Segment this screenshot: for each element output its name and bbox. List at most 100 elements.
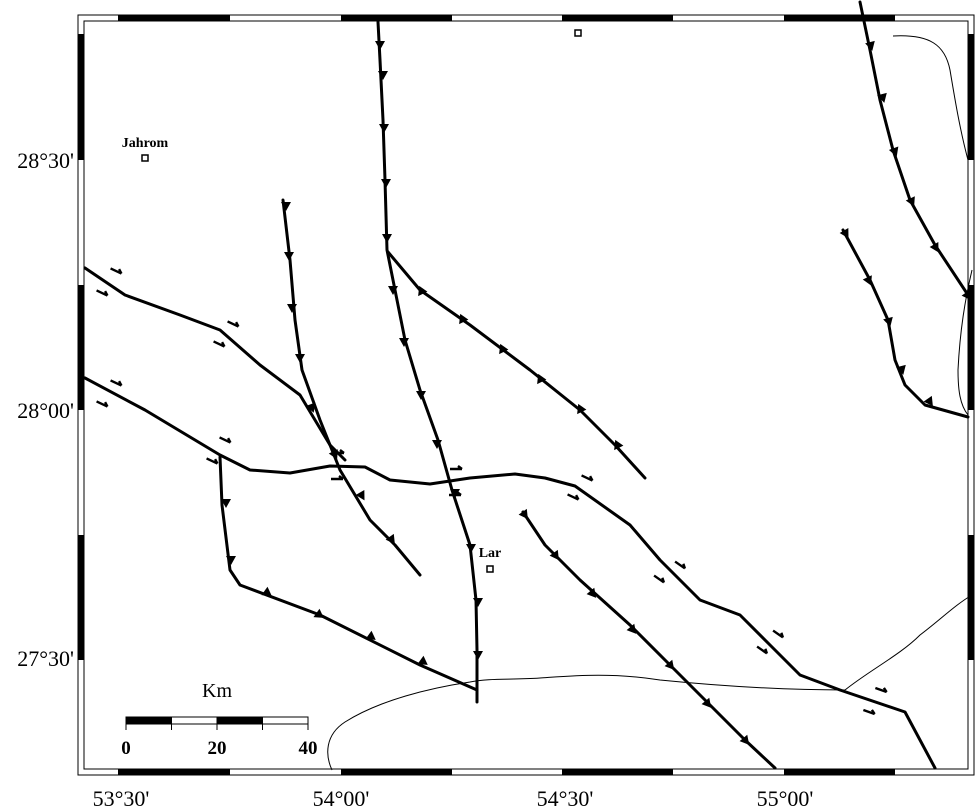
x-tick-label: 54°30'	[537, 786, 594, 808]
thrust-tooth	[305, 402, 316, 413]
town-label: Lar	[479, 546, 502, 561]
thrust-tooth	[905, 196, 915, 207]
thrust-tooth	[537, 373, 547, 385]
thrust-tooth	[865, 40, 875, 51]
fault-trace	[83, 266, 347, 462]
slip-arrow	[653, 574, 666, 584]
thrust-tooth	[365, 630, 376, 640]
thrust-tooth	[385, 533, 395, 545]
fault-trace	[83, 376, 937, 770]
thrust-tooth	[287, 304, 297, 313]
fault-trace	[376, 20, 479, 704]
town-marker	[141, 154, 149, 162]
scale-bar-label: 40	[299, 738, 318, 759]
frame-graduation	[118, 15, 230, 21]
slip-arrow	[772, 629, 785, 639]
y-tick-label: 28°30'	[17, 148, 74, 173]
frame-graduation	[118, 769, 230, 775]
thrust-tooth	[862, 275, 872, 286]
slip-arrow	[206, 457, 219, 465]
frame-graduation	[968, 285, 974, 410]
y-tick-label: 27°30'	[17, 646, 74, 671]
thrust-tooth	[284, 252, 294, 261]
slip-arrow	[674, 560, 687, 570]
thrust-tooth	[281, 202, 291, 211]
map-frame	[77, 14, 975, 776]
slip-arrow	[110, 267, 123, 275]
slip-arrow	[756, 645, 769, 655]
thrust-tooth	[416, 391, 426, 400]
thrust-tooth	[295, 354, 305, 363]
x-tick-label: 54°00'	[313, 786, 370, 808]
thrust-tooth	[961, 289, 971, 301]
scale-bar: Km 0 20 40	[121, 680, 317, 759]
thrust-tooth	[701, 697, 712, 708]
thrust-tooth	[888, 146, 899, 157]
thrust-tooth	[459, 313, 469, 325]
thrust-tooth	[739, 734, 750, 745]
slip-arrow	[331, 475, 344, 481]
thrust-tooth	[839, 228, 849, 239]
town-jahrom: Jahrom	[122, 136, 169, 162]
slip-arrow	[219, 436, 232, 444]
fault-trace	[218, 455, 479, 692]
fault-trace	[386, 250, 647, 480]
scale-bar-label: 20	[208, 738, 227, 759]
thrust-tooth	[388, 286, 398, 295]
thrust-tooth	[877, 92, 887, 103]
frame-graduation	[784, 15, 895, 21]
slip-arrow	[332, 449, 345, 455]
frame-graduation	[562, 769, 673, 775]
thrust-tooth	[399, 338, 409, 347]
thrust-tooth	[923, 395, 933, 407]
y-axis-labels: 28°30' 28°00' 27°30'	[17, 148, 74, 671]
thrust-tooth	[896, 364, 906, 375]
thrust-tooth	[518, 508, 528, 520]
y-tick-label: 28°00'	[17, 398, 74, 423]
town-unnamed	[574, 29, 582, 37]
thrust-tooth	[577, 403, 587, 415]
thrust-tooth	[473, 651, 483, 660]
thrust-tooth	[883, 316, 893, 327]
slip-arrow	[213, 340, 226, 348]
frame-graduation	[78, 535, 84, 660]
thrust-tooth	[499, 343, 509, 355]
thrust-tooth	[418, 285, 428, 297]
faults	[83, 0, 972, 770]
thrust-tooth	[379, 124, 389, 133]
slip-arrow	[874, 686, 888, 694]
thrust-tooth	[929, 242, 939, 253]
fault-trace	[521, 510, 777, 770]
town-marker	[486, 565, 494, 573]
strike-slip-arrows	[96, 267, 888, 716]
town-marker	[574, 29, 582, 37]
thrust-tooth	[432, 440, 442, 449]
thrust-tooth	[381, 179, 391, 188]
thrust-tooth	[382, 234, 392, 243]
thrust-tooth	[473, 598, 483, 607]
frame-graduation	[784, 769, 895, 775]
fault-trace	[281, 198, 422, 577]
frame-graduation	[341, 15, 452, 21]
thrust-tooth	[226, 556, 236, 565]
frame-graduation	[78, 34, 84, 160]
fault-trace	[858, 0, 972, 300]
thrust-tooth	[450, 489, 460, 498]
slip-arrow	[449, 491, 462, 497]
thrust-tooth	[586, 587, 597, 598]
thrust-tooth	[378, 71, 388, 80]
fault-trace	[841, 228, 970, 419]
frame-graduation	[968, 535, 974, 660]
frame-graduation	[968, 34, 974, 160]
frame-graduation	[341, 769, 452, 775]
slip-arrow	[581, 474, 594, 482]
slip-arrow	[450, 465, 463, 471]
x-tick-label: 53°30'	[93, 786, 150, 808]
slip-arrow	[96, 400, 109, 408]
frame-graduation	[562, 15, 673, 21]
thrust-tooth	[261, 586, 272, 596]
thrust-tooth	[626, 623, 637, 634]
town-lar: Lar	[479, 546, 502, 573]
thrust-tooth	[417, 655, 428, 665]
